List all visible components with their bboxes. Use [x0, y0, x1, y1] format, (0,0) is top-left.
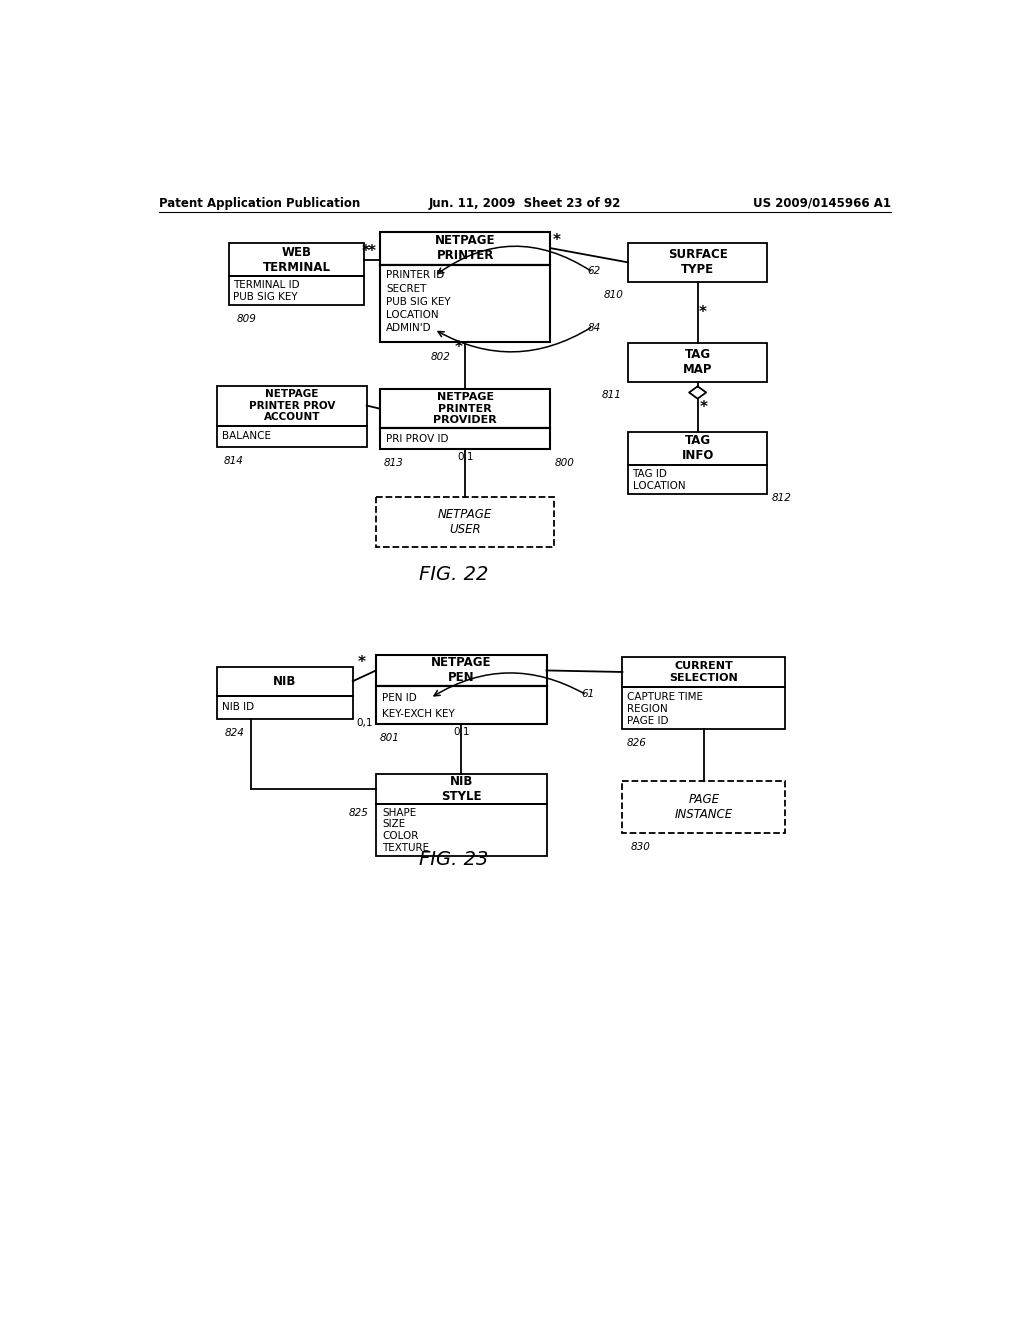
Bar — [376, 498, 554, 548]
Text: *: * — [553, 232, 560, 248]
Text: 800: 800 — [554, 458, 574, 469]
Text: NETPAGE
PRINTER
PROVIDER: NETPAGE PRINTER PROVIDER — [433, 392, 497, 425]
Bar — [228, 243, 365, 276]
Text: 801: 801 — [380, 733, 399, 743]
Text: 812: 812 — [771, 492, 792, 503]
Text: 813: 813 — [384, 458, 403, 469]
Bar — [380, 264, 550, 342]
Text: 0,1: 0,1 — [356, 718, 373, 727]
Bar — [623, 780, 785, 833]
Text: SECRET: SECRET — [386, 284, 426, 293]
Text: CURRENT
SELECTION: CURRENT SELECTION — [670, 661, 738, 682]
Text: PRI PROV ID: PRI PROV ID — [386, 434, 449, 444]
Bar — [217, 696, 352, 719]
Text: 830: 830 — [630, 842, 650, 851]
Text: WEB
TERMINAL: WEB TERMINAL — [262, 246, 331, 273]
Text: TAG
MAP: TAG MAP — [683, 348, 713, 376]
Text: 84: 84 — [588, 323, 601, 333]
Text: CAPTURE TIME: CAPTURE TIME — [627, 692, 703, 702]
Text: *: * — [455, 341, 463, 355]
Text: US 2009/0145966 A1: US 2009/0145966 A1 — [753, 197, 891, 210]
Text: NETPAGE
PRINTER: NETPAGE PRINTER — [435, 234, 496, 263]
Text: NIB ID: NIB ID — [222, 702, 254, 713]
Text: PUB SIG KEY: PUB SIG KEY — [386, 297, 451, 306]
Text: PUB SIG KEY: PUB SIG KEY — [233, 292, 298, 302]
Text: *: * — [361, 244, 370, 260]
Bar — [376, 775, 547, 804]
Text: 0,1: 0,1 — [453, 727, 469, 737]
Bar — [628, 432, 767, 465]
Text: *: * — [698, 305, 707, 319]
Bar — [623, 686, 785, 729]
Bar — [228, 276, 365, 305]
Text: TAG ID: TAG ID — [633, 469, 668, 479]
Bar — [376, 686, 547, 725]
Text: Jun. 11, 2009  Sheet 23 of 92: Jun. 11, 2009 Sheet 23 of 92 — [429, 197, 621, 210]
Bar — [623, 657, 785, 686]
Text: COLOR: COLOR — [382, 832, 419, 841]
Text: 809: 809 — [237, 314, 256, 325]
Text: 62: 62 — [588, 265, 601, 276]
Text: SHAPE: SHAPE — [382, 808, 417, 818]
Text: LOCATION: LOCATION — [633, 480, 685, 491]
Text: NETPAGE
PRINTER PROV
ACCOUNT: NETPAGE PRINTER PROV ACCOUNT — [249, 389, 335, 422]
Bar — [628, 465, 767, 494]
Text: LOCATION: LOCATION — [386, 310, 438, 319]
Bar — [217, 385, 367, 425]
Text: 825: 825 — [348, 808, 369, 818]
Text: 0,1: 0,1 — [457, 453, 473, 462]
Text: NIB
STYLE: NIB STYLE — [441, 775, 481, 803]
Text: FIG. 23: FIG. 23 — [419, 850, 488, 869]
Bar — [628, 343, 767, 381]
Bar — [376, 655, 547, 686]
Bar — [380, 389, 550, 428]
Text: REGION: REGION — [627, 704, 668, 714]
Text: 814: 814 — [223, 455, 244, 466]
Text: Patent Application Publication: Patent Application Publication — [159, 197, 360, 210]
Text: 826: 826 — [627, 738, 646, 748]
Text: NETPAGE
PEN: NETPAGE PEN — [431, 656, 492, 685]
Text: 810: 810 — [604, 290, 624, 301]
Text: TEXTURE: TEXTURE — [382, 842, 429, 853]
Text: PAGE
INSTANCE: PAGE INSTANCE — [675, 793, 733, 821]
Text: 802: 802 — [430, 352, 451, 362]
Text: PEN ID: PEN ID — [382, 693, 417, 704]
Text: TAG
INFO: TAG INFO — [681, 434, 714, 462]
Text: ADMIN'D: ADMIN'D — [386, 323, 432, 333]
Text: PRINTER ID: PRINTER ID — [386, 271, 444, 280]
Text: *: * — [368, 244, 376, 260]
Text: *: * — [699, 400, 708, 416]
Text: 811: 811 — [602, 391, 622, 400]
Bar — [380, 428, 550, 449]
Text: 824: 824 — [225, 727, 245, 738]
Text: 61: 61 — [582, 689, 595, 698]
Text: KEY-EXCH KEY: KEY-EXCH KEY — [382, 709, 455, 718]
Text: BALANCE: BALANCE — [222, 432, 270, 441]
Text: NIB: NIB — [273, 675, 297, 688]
Text: NETPAGE
USER: NETPAGE USER — [438, 508, 493, 536]
Bar — [217, 425, 367, 447]
Bar — [380, 231, 550, 264]
Text: SURFACE
TYPE: SURFACE TYPE — [668, 248, 727, 276]
Bar — [217, 667, 352, 696]
Bar — [376, 804, 547, 855]
Text: PAGE ID: PAGE ID — [627, 717, 669, 726]
Text: FIG. 22: FIG. 22 — [419, 565, 488, 583]
Bar — [628, 243, 767, 281]
Text: TERMINAL ID: TERMINAL ID — [233, 280, 300, 290]
Text: SIZE: SIZE — [382, 820, 406, 829]
Text: *: * — [358, 655, 366, 671]
